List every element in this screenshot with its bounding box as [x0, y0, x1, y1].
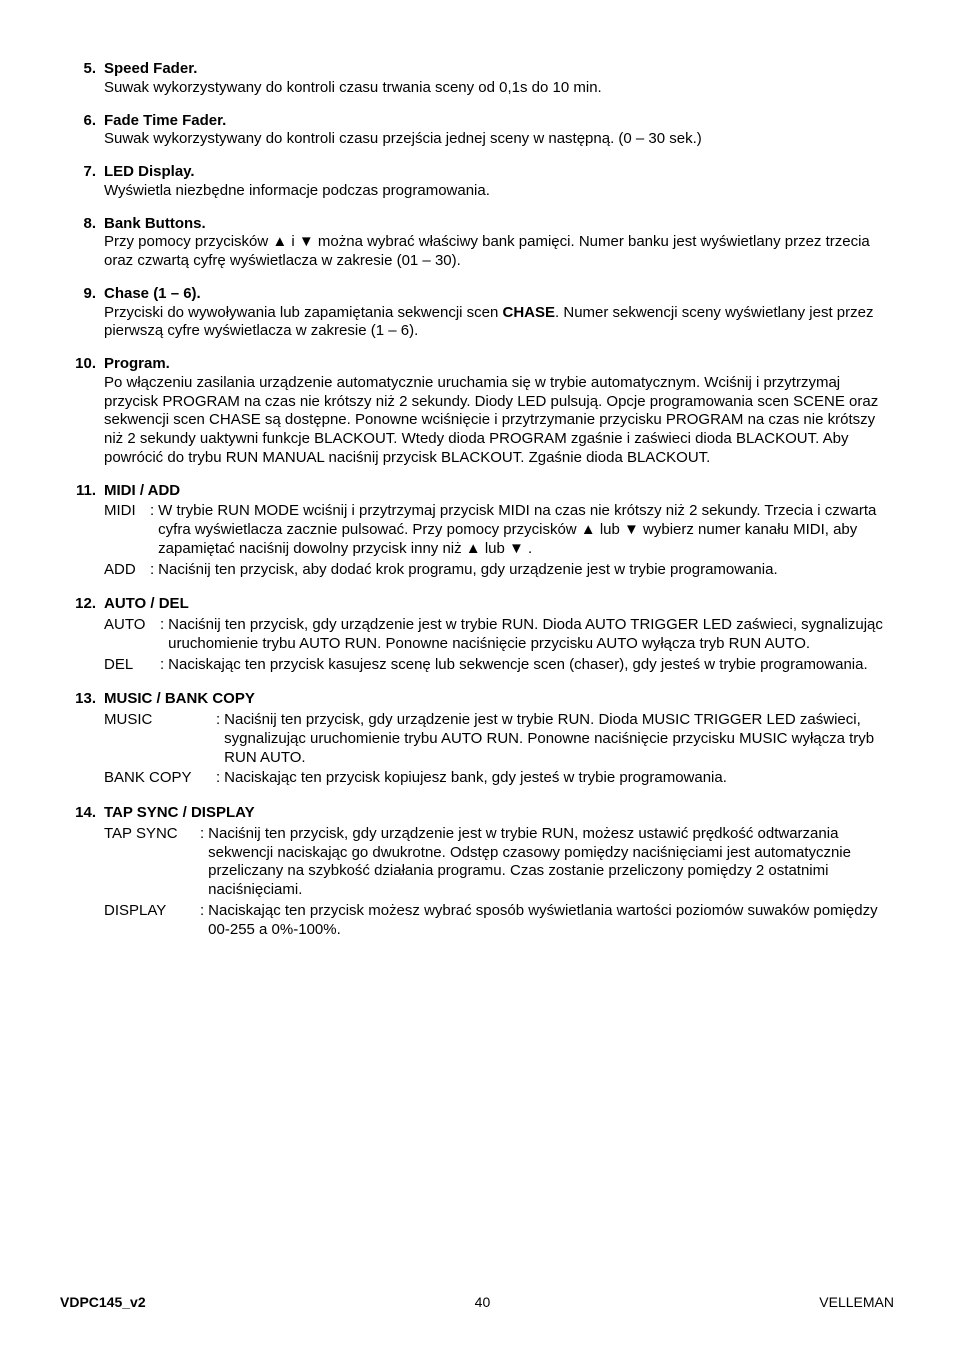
item-sublist: MUSIC:Naciśnij ten przycisk, gdy urządze… [104, 711, 894, 788]
item-number: 7. [60, 163, 104, 201]
item-content: MUSIC / BANK COPY MUSIC:Naciśnij ten przy… [104, 690, 894, 790]
item-heading: MUSIC / BANK COPY [104, 690, 894, 709]
sublist-row: DEL:Naciskając ten przycisk kasujesz sce… [104, 656, 894, 675]
manual-item: 13.MUSIC / BANK COPY MUSIC:Naciśnij ten p… [60, 690, 894, 790]
sublist-colon: : [196, 825, 208, 900]
sublist-label: DISPLAY [104, 902, 196, 940]
page-footer: VDPC145_v2 40 VELLEMAN [60, 1294, 894, 1312]
sublist-colon: : [156, 656, 168, 675]
footer-brand: VELLEMAN [819, 1294, 894, 1312]
sublist-text: Naciskając ten przycisk możesz wybrać sp… [208, 902, 894, 940]
item-description: Po włączeniu zasilania urządzenie automa… [104, 374, 894, 468]
sublist-label: BANK COPY [104, 769, 212, 788]
manual-item: 7.LED Display.Wyświetla niezbędne inform… [60, 163, 894, 201]
footer-doc-id: VDPC145_v2 [60, 1294, 146, 1312]
item-content: AUTO / DEL AUTO:Naciśnij ten przycisk, gd… [104, 595, 894, 676]
item-number: 12. [60, 595, 104, 676]
sublist-label: MUSIC [104, 711, 212, 767]
sublist-row: BANK COPY:Naciskając ten przycisk kopiuj… [104, 769, 894, 788]
sublist-text: Naciskając ten przycisk kasujesz scenę l… [168, 656, 894, 675]
manual-item: 6.Fade Time Fader.Suwak wykorzystywany d… [60, 112, 894, 150]
sublist-label: ADD [104, 561, 146, 580]
item-heading: Program. [104, 355, 894, 374]
item-content: Chase (1 – 6).Przyciski do wywoływania l… [104, 285, 894, 341]
sublist-row: MIDI:W trybie RUN MODE wciśnij i przytrz… [104, 502, 894, 558]
item-description: Wyświetla niezbędne informacje podczas p… [104, 182, 894, 201]
item-heading: Chase (1 – 6). [104, 285, 894, 304]
sublist-row: ADD:Naciśnij ten przycisk, aby dodać kro… [104, 561, 894, 580]
manual-item: 12.AUTO / DEL AUTO:Naciśnij ten przycisk,… [60, 595, 894, 676]
manual-item: 10.Program.Po włączeniu zasilania urządz… [60, 355, 894, 468]
item-content: Bank Buttons.Przy pomocy przycisków ▲ i … [104, 215, 894, 271]
item-content: MIDI / ADDMIDI:W trybie RUN MODE wciśnij… [104, 482, 894, 582]
item-heading: Fade Time Fader. [104, 112, 894, 131]
sublist-colon: : [212, 769, 224, 788]
item-sublist: TAP SYNC:Naciśnij ten przycisk, gdy urzą… [104, 825, 894, 940]
item-number: 8. [60, 215, 104, 271]
sublist-colon: : [156, 616, 168, 654]
item-number: 9. [60, 285, 104, 341]
item-number: 14. [60, 804, 104, 941]
item-heading: TAP SYNC / DISPLAY [104, 804, 894, 823]
sublist-label: MIDI [104, 502, 146, 558]
item-content: Fade Time Fader.Suwak wykorzystywany do … [104, 112, 894, 150]
manual-item: 5.Speed Fader.Suwak wykorzystywany do ko… [60, 60, 894, 98]
item-content: TAP SYNC / DISPLAY TAP SYNC:Naciśnij ten … [104, 804, 894, 941]
sublist-row: AUTO:Naciśnij ten przycisk, gdy urządzen… [104, 616, 894, 654]
manual-item: 9.Chase (1 – 6).Przyciski do wywoływania… [60, 285, 894, 341]
sublist-colon: : [196, 902, 208, 940]
item-content: LED Display.Wyświetla niezbędne informac… [104, 163, 894, 201]
sublist-text: Naciśnij ten przycisk, gdy urządzenie je… [208, 825, 894, 900]
item-sublist: MIDI:W trybie RUN MODE wciśnij i przytrz… [104, 502, 894, 579]
item-number: 10. [60, 355, 104, 468]
manual-item-list: 5.Speed Fader.Suwak wykorzystywany do ko… [60, 60, 894, 941]
sublist-label: TAP SYNC [104, 825, 196, 900]
sublist-text: Naciskając ten przycisk kopiujesz bank, … [224, 769, 894, 788]
sublist-row: MUSIC:Naciśnij ten przycisk, gdy urządze… [104, 711, 894, 767]
manual-item: 14.TAP SYNC / DISPLAY TAP SYNC:Naciśnij t… [60, 804, 894, 941]
item-heading: MIDI / ADD [104, 482, 894, 501]
footer-page-number: 40 [475, 1294, 491, 1312]
sublist-text: Naciśnij ten przycisk, aby dodać krok pr… [158, 561, 894, 580]
item-heading: AUTO / DEL [104, 595, 894, 614]
item-description: Przyciski do wywoływania lub zapamiętani… [104, 304, 894, 342]
item-number: 13. [60, 690, 104, 790]
sublist-row: TAP SYNC:Naciśnij ten przycisk, gdy urzą… [104, 825, 894, 900]
sublist-text: Naciśnij ten przycisk, gdy urządzenie je… [224, 711, 894, 767]
manual-item: 8.Bank Buttons.Przy pomocy przycisków ▲ … [60, 215, 894, 271]
sublist-row: DISPLAY:Naciskając ten przycisk możesz w… [104, 902, 894, 940]
sublist-colon: : [212, 711, 224, 767]
sublist-label: AUTO [104, 616, 156, 654]
item-heading: Speed Fader. [104, 60, 894, 79]
manual-item: 11.MIDI / ADDMIDI:W trybie RUN MODE wciś… [60, 482, 894, 582]
item-description: Suwak wykorzystywany do kontroli czasu p… [104, 130, 894, 149]
sublist-text: W trybie RUN MODE wciśnij i przytrzymaj … [158, 502, 894, 558]
item-heading: LED Display. [104, 163, 894, 182]
item-sublist: AUTO:Naciśnij ten przycisk, gdy urządzen… [104, 616, 894, 674]
sublist-label: DEL [104, 656, 156, 675]
item-number: 5. [60, 60, 104, 98]
item-content: Program.Po włączeniu zasilania urządzeni… [104, 355, 894, 468]
item-description: Suwak wykorzystywany do kontroli czasu t… [104, 79, 894, 98]
item-description: Przy pomocy przycisków ▲ i ▼ można wybra… [104, 233, 894, 271]
item-heading: Bank Buttons. [104, 215, 894, 234]
item-number: 11. [60, 482, 104, 582]
sublist-text: Naciśnij ten przycisk, gdy urządzenie je… [168, 616, 894, 654]
item-content: Speed Fader.Suwak wykorzystywany do kont… [104, 60, 894, 98]
sublist-colon: : [146, 561, 158, 580]
sublist-colon: : [146, 502, 158, 558]
item-number: 6. [60, 112, 104, 150]
